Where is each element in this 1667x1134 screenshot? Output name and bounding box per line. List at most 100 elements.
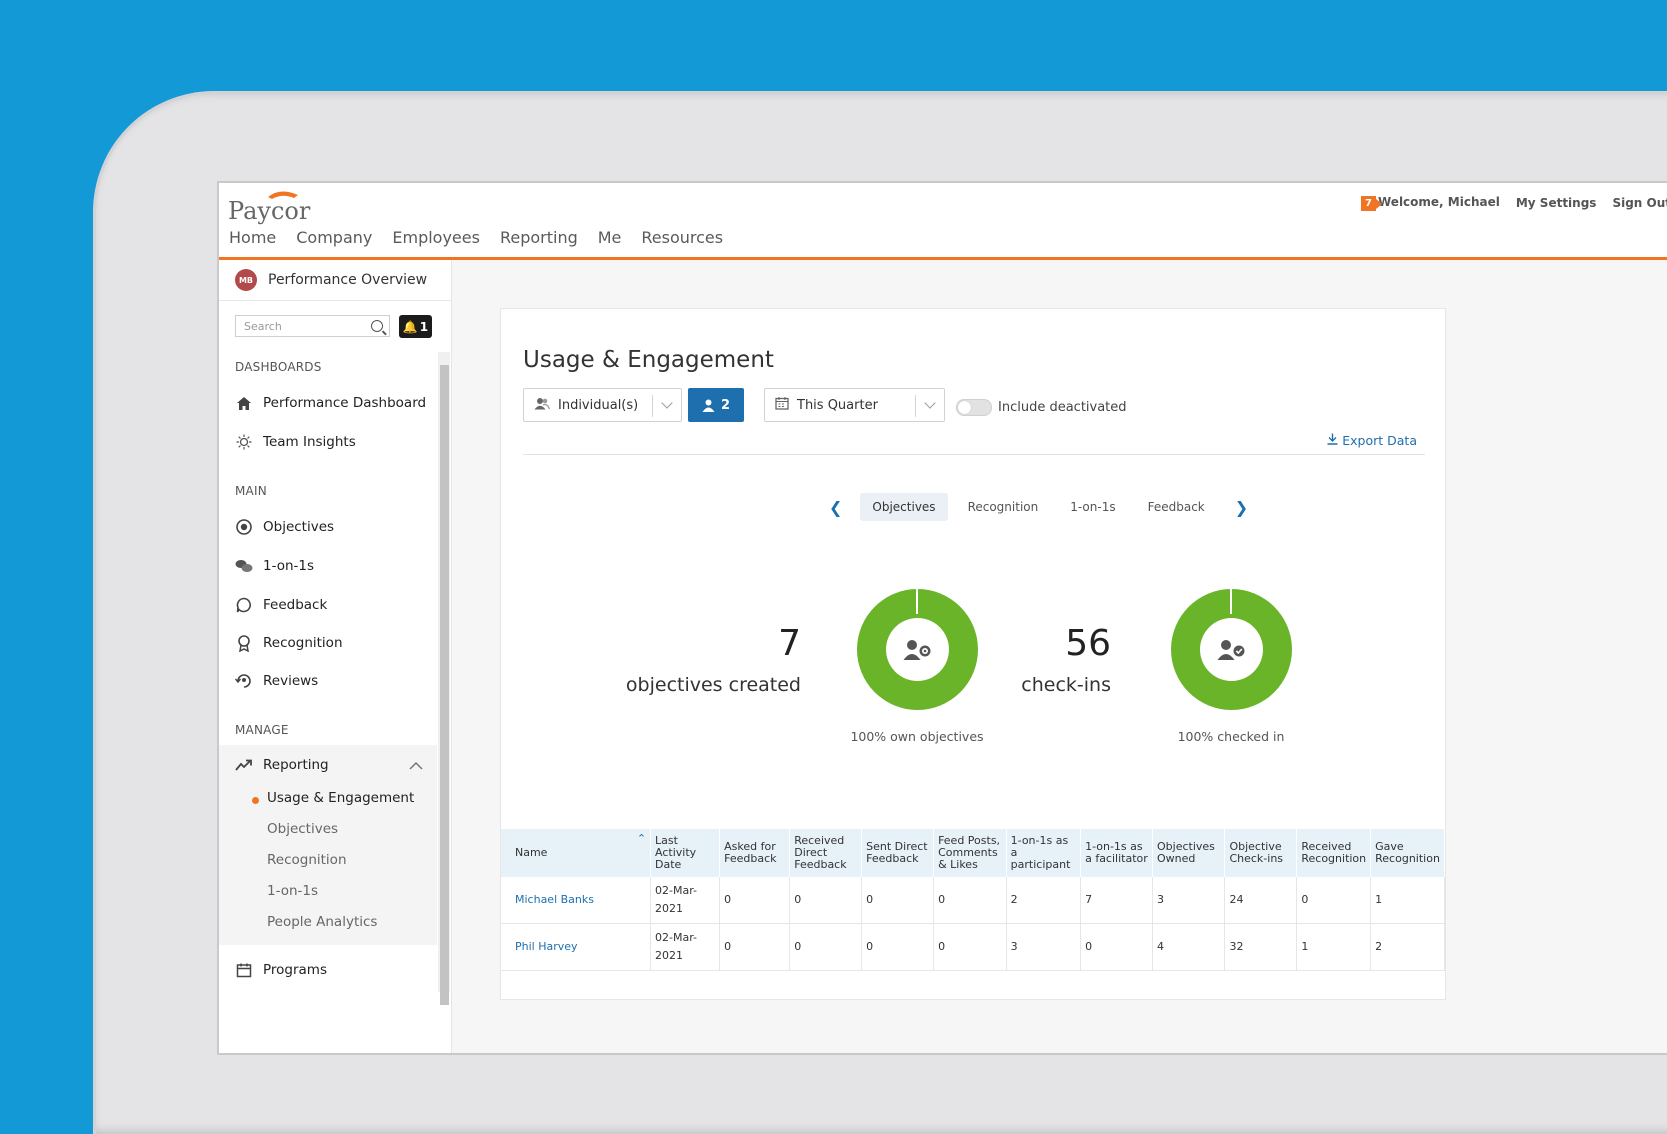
table-header-row: Name ⌃ Last Activity Date Asked for Feedb… (501, 829, 1445, 877)
calendar-icon (775, 396, 789, 414)
table-cell: 1 (1296, 923, 1372, 971)
column-header-name[interactable]: Name ⌃ (501, 829, 652, 877)
selected-users-button[interactable]: 2 (688, 388, 744, 422)
table-cell: 0 (861, 877, 935, 924)
main-content: Usage & Engagement Individual(s) 2 This … (452, 260, 1667, 1053)
divider (523, 454, 1425, 455)
include-deactivated-toggle[interactable] (956, 399, 992, 416)
tab-recognition[interactable]: Recognition (967, 500, 1039, 514)
sidebar-item-team-insights[interactable]: Team Insights (235, 430, 356, 454)
column-header[interactable]: Objective Check-ins (1224, 829, 1298, 877)
section-main: MAIN (235, 484, 267, 498)
column-header[interactable]: Asked for Feedback (719, 829, 791, 877)
bell-icon: 🔔 (402, 319, 418, 334)
donut-center (1200, 618, 1263, 681)
search-input[interactable]: Search (235, 315, 390, 337)
column-header[interactable]: Gave Recognition (1370, 829, 1445, 877)
metric-tabs: ❮ Objectives Recognition 1-on-1s Feedbac… (819, 493, 1258, 521)
sidebar-item-label: Team Insights (263, 434, 356, 450)
column-header[interactable]: Last Activity Date (650, 829, 721, 877)
sidebar-item-recognition[interactable]: Recognition (235, 631, 343, 655)
sub-item-usage-engagement[interactable]: Usage & Engagement (252, 790, 415, 806)
sub-item-label: Usage & Engagement (267, 790, 415, 806)
sub-item-people-analytics[interactable]: People Analytics (267, 914, 378, 930)
nav-reporting[interactable]: Reporting (499, 228, 578, 247)
sub-item-objectives[interactable]: Objectives (267, 821, 339, 837)
column-header[interactable]: Received Recognition (1296, 829, 1372, 877)
nav-me[interactable]: Me (597, 228, 622, 247)
nav-home[interactable]: Home (229, 228, 277, 247)
user-area: 7 Welcome, Michael My Settings Sign Out (1361, 195, 1667, 211)
notifications-button[interactable]: 🔔 1 (399, 315, 432, 338)
sub-item-recognition[interactable]: Recognition (267, 852, 347, 868)
nav-company[interactable]: Company (296, 228, 373, 247)
notification-count: 1 (419, 319, 429, 334)
sidebar-header[interactable]: MB Performance Overview (219, 260, 451, 301)
dropdown-separator (915, 395, 916, 417)
tab-feedback[interactable]: Feedback (1147, 500, 1205, 514)
reporting-group: Reporting Usage & Engagement Objectives … (219, 745, 437, 945)
column-header[interactable]: Sent Direct Feedback (861, 829, 935, 877)
dropdown-separator (652, 395, 653, 417)
table-cell: 2 (1370, 923, 1445, 971)
table-cell: 0 (861, 923, 935, 971)
nav-employees[interactable]: Employees (392, 228, 480, 247)
individuals-dropdown[interactable]: Individual(s) (523, 388, 682, 422)
export-data-link[interactable]: Export Data (1327, 433, 1417, 448)
sidebar-item-label: Reviews (263, 673, 319, 689)
employee-name-link[interactable]: Phil Harvey (501, 923, 652, 971)
employee-name-link[interactable]: Michael Banks (501, 877, 652, 924)
column-header[interactable]: 1-on-1s as a facilitator (1080, 829, 1154, 877)
chevron-down-icon (924, 397, 936, 409)
award-icon (235, 634, 253, 652)
table-cell: 0 (719, 877, 791, 924)
sidebar-item-objectives[interactable]: Objectives (235, 515, 334, 539)
search-placeholder: Search (244, 319, 282, 333)
check-ins-value: 56 (1065, 623, 1111, 664)
search-icon (371, 320, 383, 332)
period-label: This Quarter (797, 397, 878, 413)
chevron-up-icon[interactable] (409, 761, 423, 770)
sort-ascending-icon[interactable]: ⌃ (636, 832, 647, 845)
notification-flag: 7 (1361, 196, 1382, 211)
my-settings-link[interactable]: My Settings (1515, 196, 1597, 210)
sidebar-item-1-on-1s[interactable]: 1-on-1s (235, 554, 314, 578)
sidebar-item-feedback[interactable]: Feedback (235, 593, 327, 617)
nav-resources[interactable]: Resources (641, 228, 724, 247)
sidebar-item-reviews[interactable]: Reviews (235, 669, 318, 693)
feedback-icon (235, 596, 253, 614)
tab-1-on-1s[interactable]: 1-on-1s (1070, 500, 1116, 514)
sidebar: MB Performance Overview Search 🔔 1 DASHB… (219, 260, 452, 1053)
sign-out-link[interactable]: Sign Out (1612, 196, 1667, 210)
column-header[interactable]: 1-on-1s as a participant (1006, 829, 1082, 877)
sub-item-1-on-1s[interactable]: 1-on-1s (267, 883, 319, 899)
table-cell: 0 (933, 877, 1007, 924)
welcome-link[interactable]: 7 Welcome, Michael (1361, 195, 1500, 211)
active-dot (252, 797, 259, 804)
table-cell: 2 (1006, 877, 1082, 924)
table-cell: 0 (789, 923, 863, 971)
chevron-down-icon (661, 397, 673, 409)
table-cell: 0 (1080, 923, 1154, 971)
table-cell: 0 (789, 877, 863, 924)
period-dropdown[interactable]: This Quarter (764, 388, 945, 422)
chevron-right-icon[interactable]: ❯ (1234, 497, 1249, 517)
column-header[interactable]: Feed Posts, Comments & Likes (933, 829, 1007, 877)
sidebar-item-reporting[interactable]: Reporting (235, 753, 329, 777)
avatar: MB (235, 269, 257, 291)
table-cell: 0 (1296, 877, 1372, 924)
selected-count: 2 (720, 397, 731, 413)
sidebar-item-label: Programs (263, 962, 327, 978)
sidebar-item-programs[interactable]: Programs (235, 958, 327, 982)
chevron-left-icon[interactable]: ❮ (829, 497, 843, 517)
report-card: Usage & Engagement Individual(s) 2 This … (500, 308, 1446, 1000)
column-header[interactable]: Received Direct Feedback (789, 829, 863, 877)
column-header[interactable]: Objectives Owned (1152, 829, 1226, 877)
check-ins-caption: 100% checked in (1177, 729, 1285, 744)
table-cell: 0 (719, 923, 791, 971)
sidebar-item-performance-dashboard[interactable]: Performance Dashboard (235, 391, 426, 415)
table-row: Phil Harvey 02-Mar-2021 0 0 0 0 3 0 4 32… (501, 923, 1445, 971)
scrollbar-thumb[interactable] (440, 365, 449, 1005)
tab-objectives[interactable]: Objectives (860, 493, 948, 521)
sidebar-item-label: 1-on-1s (263, 558, 315, 574)
